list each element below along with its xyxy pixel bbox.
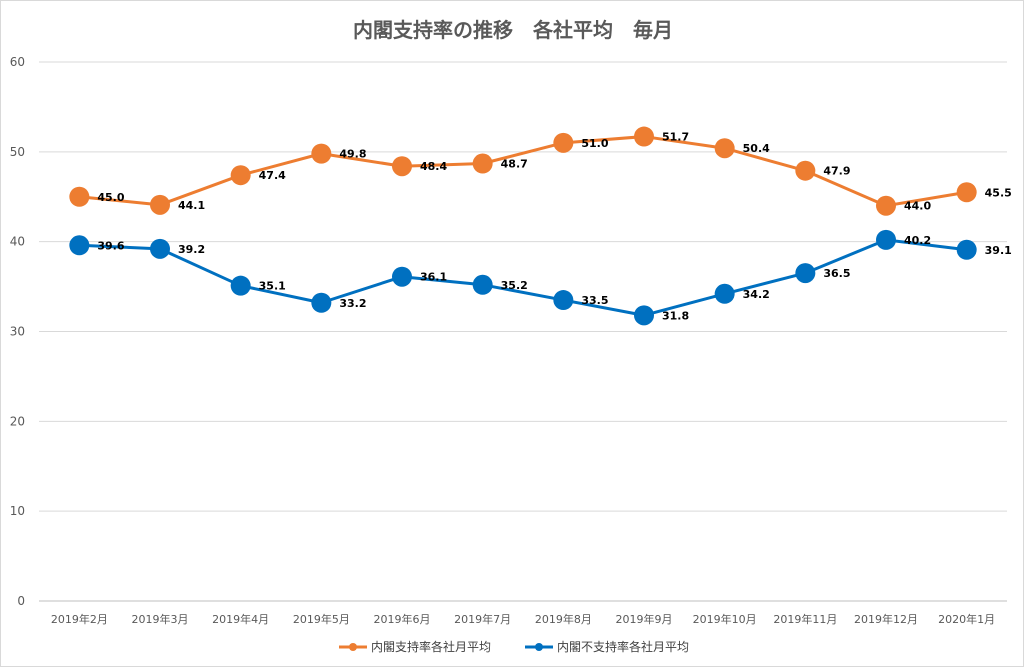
legend-label-1: 内閣不支持率各社月平均: [557, 639, 689, 654]
x-tick-label: 2019年4月: [212, 612, 269, 626]
data-label: 48.7: [501, 158, 528, 171]
series-0-point: [150, 194, 170, 215]
series-1-point: [634, 305, 654, 326]
series-0-point: [795, 160, 816, 181]
x-tick-label: 2019年7月: [454, 612, 511, 626]
series-0-point: [956, 182, 977, 203]
chart-title: 内閣支持率の推移 各社平均 毎月: [353, 18, 673, 42]
data-label: 39.2: [178, 243, 205, 256]
x-tick-label: 2019年11月: [773, 612, 837, 626]
y-tick-label: 40: [10, 235, 25, 249]
data-label: 51.7: [662, 131, 689, 144]
series-0-point: [230, 165, 251, 186]
data-label: 39.6: [97, 239, 124, 252]
data-label: 45.5: [985, 186, 1012, 199]
series-0-point: [311, 143, 332, 164]
data-label: 35.2: [501, 279, 528, 292]
series-1-point: [956, 239, 977, 260]
series-1-point: [392, 266, 412, 287]
series-0-point: [714, 138, 735, 159]
x-tick-label: 2019年3月: [132, 612, 189, 626]
y-tick-label: 0: [17, 594, 25, 608]
series-lines: [79, 135, 967, 317]
data-label: 36.1: [420, 271, 447, 284]
x-tick-label: 2019年9月: [616, 612, 673, 626]
x-tick-label: 2019年2月: [51, 612, 108, 626]
data-labels: 45.0 44.1 47.4 49.8 48.4 48.7 51.0 51.7 50.4 47.9…: [97, 131, 1011, 323]
data-label: 40.2: [904, 234, 931, 247]
data-label: 51.0: [581, 137, 608, 150]
y-tick-label: 60: [10, 55, 25, 69]
data-label: 31.8: [662, 309, 689, 322]
data-label: 34.2: [743, 288, 770, 301]
series-0-point: [553, 132, 574, 153]
series-0-point: [472, 153, 493, 174]
series-1-point: [795, 263, 816, 284]
y-tick-label: 20: [10, 414, 25, 428]
y-axis-ticks: 0 10 20 30 40 50 60: [10, 55, 25, 608]
x-tick-label: 2020年1月: [938, 612, 995, 626]
data-label: 35.1: [259, 280, 286, 293]
x-axis-ticks: 2019年2月 2019年3月 2019年4月 2019年5月 2019年6月 2019年…: [51, 612, 995, 626]
legend-marker-1: [535, 643, 543, 651]
x-tick-label: 2019年6月: [374, 612, 431, 626]
data-label: 47.4: [259, 169, 286, 182]
data-label: 39.1: [985, 244, 1012, 257]
series-line-1: [79, 238, 967, 317]
series-1-point: [472, 274, 493, 295]
x-tick-label: 2019年12月: [854, 612, 918, 626]
series-1-point: [230, 275, 251, 296]
data-label: 36.5: [823, 267, 850, 280]
legend-marker-0: [349, 643, 357, 651]
data-label: 50.4: [743, 142, 770, 155]
data-label: 47.9: [823, 165, 850, 178]
series-1-point: [311, 292, 332, 313]
data-label: 48.4: [420, 160, 447, 173]
series-1-point: [553, 290, 574, 311]
series-0-point: [634, 126, 654, 147]
series-1-point: [876, 229, 896, 250]
series-1-point: [714, 283, 735, 304]
data-label: 45.0: [97, 191, 124, 204]
x-tick-label: 2019年10月: [693, 612, 757, 626]
series-1-point: [69, 235, 90, 256]
y-tick-label: 30: [10, 325, 25, 339]
x-tick-label: 2019年5月: [293, 612, 350, 626]
legend: 内閣支持率各社月平均 内閣不支持率各社月平均: [339, 639, 689, 654]
data-label: 49.8: [339, 148, 366, 161]
series-0-point: [69, 186, 90, 207]
legend-label-0: 内閣支持率各社月平均: [371, 639, 491, 654]
gridlines: [39, 61, 1007, 602]
y-tick-label: 10: [10, 504, 25, 518]
data-label: 44.1: [178, 199, 205, 212]
series-line-0: [79, 135, 967, 208]
data-label: 44.0: [904, 200, 931, 213]
series-0-point: [876, 195, 896, 216]
data-label: 33.5: [581, 294, 608, 307]
y-tick-label: 50: [10, 145, 25, 159]
series-0-point: [392, 156, 412, 177]
x-tick-label: 2019年8月: [535, 612, 592, 626]
series-points: [69, 126, 977, 326]
series-1-point: [150, 238, 170, 259]
data-label: 33.2: [339, 297, 366, 310]
